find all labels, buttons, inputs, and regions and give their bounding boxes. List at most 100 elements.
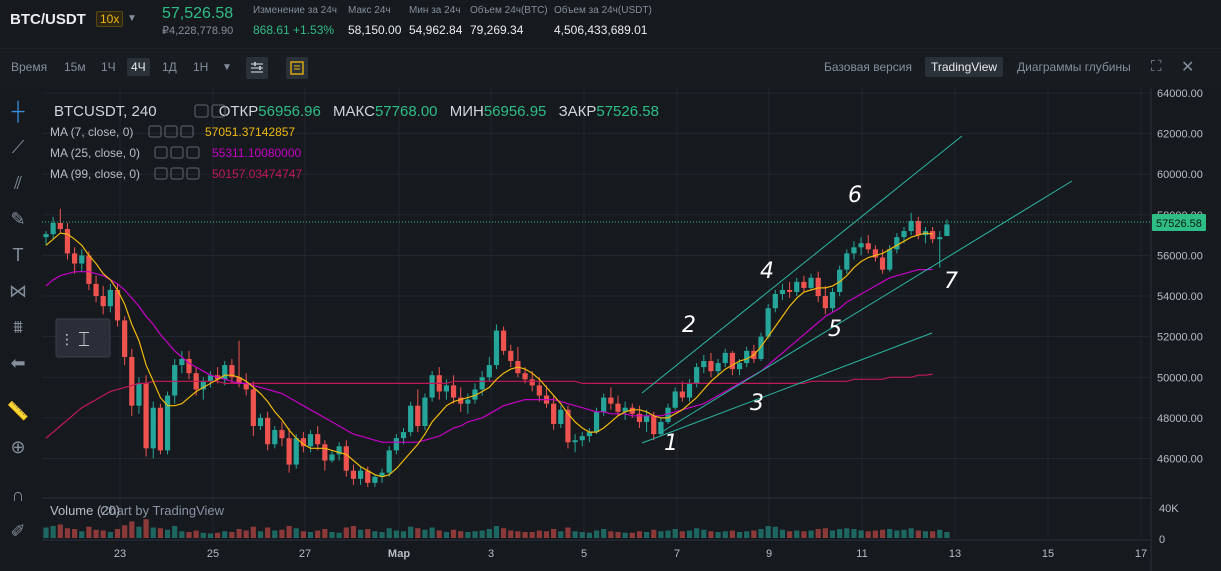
candle-body xyxy=(443,385,449,392)
candle-body xyxy=(307,434,314,447)
volume-bar xyxy=(858,530,864,538)
crosshair-icon[interactable]: ┼ xyxy=(11,101,25,121)
volume-bar xyxy=(286,526,292,538)
annotation-label: 3 xyxy=(750,391,764,416)
candle-body xyxy=(579,436,585,441)
measure-icon[interactable]: ⩩ xyxy=(13,317,23,337)
candle-body xyxy=(665,407,671,422)
candle-body xyxy=(122,320,128,357)
zoom-icon[interactable]: ⊕ xyxy=(10,437,26,457)
channel-line xyxy=(641,332,933,444)
candle-body xyxy=(887,249,893,270)
volume-bar xyxy=(922,531,929,538)
price-chart[interactable]: 64000.0062000.0060000.0058000.0056000.00… xyxy=(42,88,1221,571)
volume-bar xyxy=(822,528,828,538)
svg-text:⋮: ⋮ xyxy=(60,332,74,348)
volume-bar xyxy=(257,531,264,538)
ticker-bar: BTC/USDT 10x ▼ 57,526.58 ₽4,228,778.90 И… xyxy=(0,0,1221,49)
candle-body xyxy=(944,224,950,237)
volume-bar xyxy=(915,530,921,538)
interval-15m[interactable]: 15м xyxy=(64,60,86,74)
volume-bar xyxy=(565,527,571,538)
ma7-value: 57051.37142857 xyxy=(205,125,295,139)
close-icon[interactable]: ✕ xyxy=(1181,59,1195,76)
interval-1h[interactable]: 1Ч xyxy=(101,60,116,74)
candle-body xyxy=(472,389,478,400)
back-arrow-icon[interactable]: ⬅ xyxy=(10,353,26,373)
candle-body xyxy=(672,391,678,408)
volume-bar xyxy=(336,532,342,538)
volume-bar xyxy=(479,530,485,538)
brush-icon[interactable]: ✎ xyxy=(10,209,26,229)
candle-body xyxy=(257,417,264,426)
volume-bar xyxy=(686,530,693,538)
x-tick-label: 5 xyxy=(581,548,587,560)
pattern-icon[interactable]: ⋈ xyxy=(9,281,27,301)
svg-text:⌶: ⌶ xyxy=(78,327,90,351)
chart-toolbar: Время 15м 1Ч 4Ч 1Д 1Н ▼ Базовая версия T… xyxy=(0,49,1221,87)
chevron-down-icon[interactable]: ▼ xyxy=(127,13,137,24)
fullscreen-icon[interactable]: ⛶ xyxy=(1151,58,1162,75)
volume-bar xyxy=(293,528,299,538)
candle-body xyxy=(186,358,192,374)
volume-bar xyxy=(350,526,357,538)
volume-bar xyxy=(393,530,399,538)
annotation-label: 7 xyxy=(944,269,958,294)
symbol-name[interactable]: BTC/USDT xyxy=(10,11,86,28)
volume-bar xyxy=(651,529,657,538)
candle-body xyxy=(393,438,399,451)
volume-bar xyxy=(622,532,628,538)
high-value: 57768.00 xyxy=(375,103,438,120)
candle-body xyxy=(715,363,721,372)
candle-body xyxy=(343,446,349,471)
leverage-badge[interactable]: 10x xyxy=(96,11,124,27)
volume-bar xyxy=(629,532,635,538)
volume-bar xyxy=(79,531,85,538)
interval-1w[interactable]: 1Н xyxy=(193,60,209,74)
volume-bar xyxy=(43,527,49,538)
annotation-label: 5 xyxy=(828,317,842,342)
vol-usdt-label: Объем за 24ч(USDT) xyxy=(554,5,652,16)
indicators-list-icon[interactable] xyxy=(286,57,308,79)
candle-body xyxy=(644,415,650,422)
text-tool-icon[interactable]: T xyxy=(12,245,24,265)
indicator-settings-icon[interactable] xyxy=(246,57,268,79)
basic-version-tab[interactable]: Базовая версия xyxy=(824,60,912,74)
volume-bar xyxy=(779,529,786,538)
candle-body xyxy=(129,356,135,406)
volume-bar xyxy=(758,529,764,538)
volume-bar xyxy=(486,529,492,538)
interval-4h[interactable]: 4Ч xyxy=(127,58,150,76)
interval-dropdown-icon[interactable]: ▼ xyxy=(222,62,232,73)
fib-tool-icon[interactable]: ⫽ xyxy=(13,173,23,193)
change-label: Изменение за 24ч xyxy=(253,5,337,16)
volume-bar xyxy=(100,530,106,538)
last-price-tag-bg xyxy=(1152,214,1206,231)
depth-chart-tab[interactable]: Диаграммы глубины xyxy=(1017,60,1131,74)
candle-body xyxy=(758,336,764,359)
interval-1d[interactable]: 1Д xyxy=(162,60,177,74)
ruler-icon[interactable]: 📏 xyxy=(6,401,30,421)
annotation-label: 1 xyxy=(664,431,678,456)
candle-body xyxy=(43,234,49,238)
volume-bar xyxy=(207,533,214,538)
volume-bar xyxy=(365,529,371,538)
ma-settings-icons xyxy=(148,125,200,180)
volume-bar xyxy=(844,528,850,538)
volume-bar xyxy=(229,532,235,538)
volume-bar xyxy=(93,529,99,538)
magnet-icon[interactable]: ∩ xyxy=(11,485,25,505)
volume-bar xyxy=(243,530,249,538)
floating-tool-palette[interactable]: ⋮ ⌶ xyxy=(55,318,111,358)
volume-bar xyxy=(358,529,364,538)
tradingview-tab[interactable]: TradingView xyxy=(925,57,1004,77)
volume-bar xyxy=(908,528,914,538)
time-label[interactable]: Время xyxy=(11,60,48,74)
volume-bar xyxy=(715,532,721,538)
volume-bar xyxy=(944,532,950,538)
x-tick-label: 13 xyxy=(949,548,961,560)
candle-body xyxy=(114,289,121,321)
trend-line-icon[interactable]: ⟋ xyxy=(11,137,25,157)
volume-bar xyxy=(772,526,778,538)
lock-drawing-icon[interactable]: ✐ xyxy=(10,521,26,541)
